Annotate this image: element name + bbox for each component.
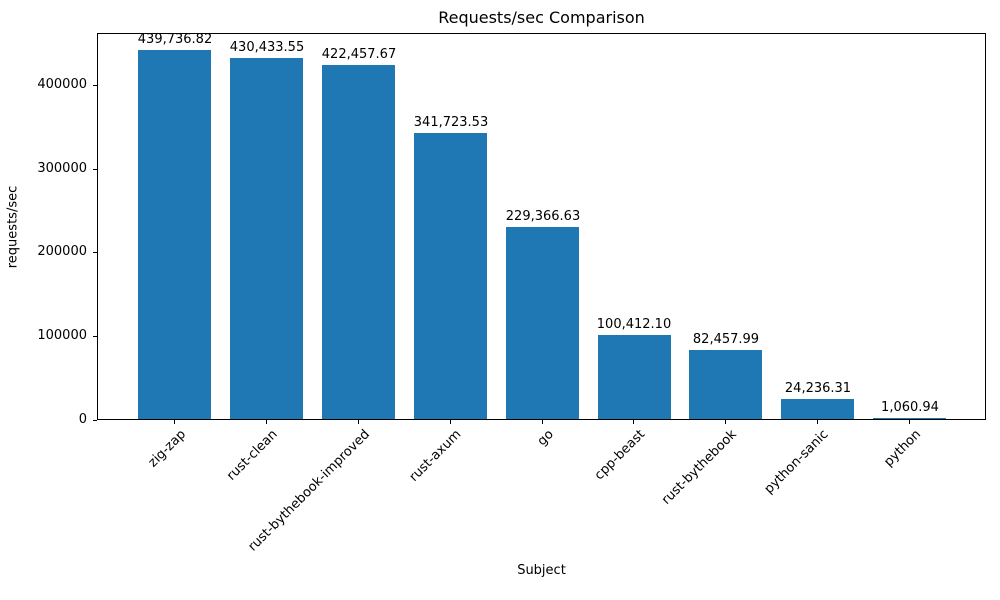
x-tick-label: cpp-beast [591,427,648,484]
plot-area: 439,736.82 430,433.55 422,457.67 341,723.53… [97,32,986,420]
x-tick-mark [266,420,267,424]
bar-value-label: 439,736.82 [137,32,213,48]
x-tick-mark [542,420,543,424]
y-tick-label: 300000 [37,161,87,176]
bar-value-label: 24,236.31 [784,380,852,396]
x-tick-label: python [880,427,924,470]
chart-title: Requests/sec Comparison [438,8,645,27]
bar-rust-bythebook-improved [322,64,395,419]
x-tick-mark [909,420,910,424]
x-tick-mark [817,420,818,424]
bar-zig-zap [138,50,211,419]
bar-rust-axum [414,132,487,419]
x-tick-label: rust-axum [406,427,465,485]
y-tick-label: 100000 [37,328,87,343]
x-tick-label: rust-bythebook [658,427,740,508]
y-tick-mark [93,252,97,253]
y-tick-mark [93,420,97,421]
y-tick-mark [93,336,97,337]
y-tick-label: 400000 [37,77,87,92]
bar-rust-bythebook [689,349,762,419]
y-tick-label: 200000 [37,244,87,259]
bar-value-label: 82,457.99 [692,331,760,347]
bar-value-label: 100,412.10 [596,316,672,332]
y-tick-label: 0 [78,412,87,427]
y-tick-mark [93,85,97,86]
x-tick-label: python-sanic [761,427,832,497]
bar-value-label: 229,366.63 [505,208,581,224]
x-axis-label: Subject [517,563,566,578]
bar-value-label: 430,433.55 [229,40,305,56]
bar-cpp-beast [598,334,671,419]
x-tick-label: rust-clean [223,427,281,484]
bar-python [873,418,946,419]
bar-python-sanic [781,398,854,419]
x-tick-mark [450,420,451,424]
x-tick-mark [633,420,634,424]
x-tick-mark [358,420,359,424]
x-tick-label: zig-zap [145,427,189,471]
y-tick-mark [93,169,97,170]
x-tick-label: go [534,427,557,450]
x-tick-mark [725,420,726,424]
bar-value-label: 422,457.67 [321,46,397,62]
bar-value-label: 341,723.53 [413,114,489,130]
x-tick-mark [174,420,175,424]
bar-rust-clean [230,58,303,419]
bar-value-label: 1,060.94 [881,400,939,415]
bar-go [506,226,579,419]
